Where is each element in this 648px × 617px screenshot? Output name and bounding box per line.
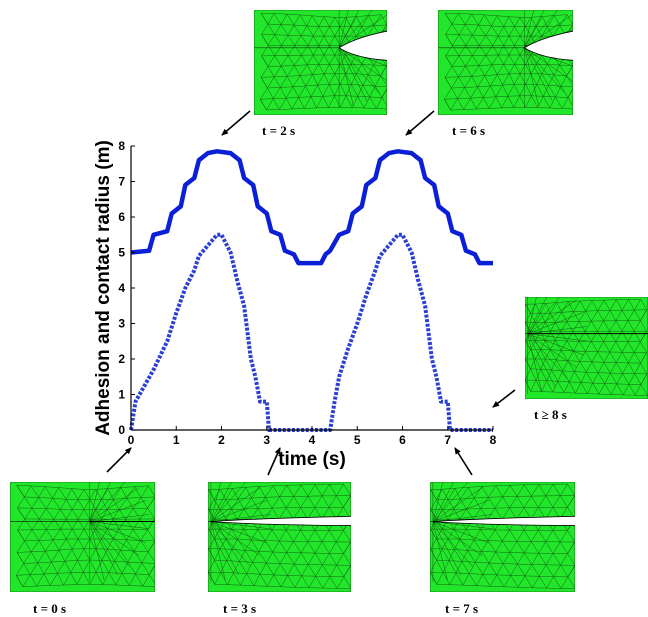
snapshot-label: t = 0 s — [33, 601, 66, 616]
mesh-snapshot-t8: t ≥ 8 s — [525, 297, 648, 422]
mesh-lines — [430, 482, 575, 589]
snapshot-label: t = 6 s — [452, 123, 485, 138]
y-tick-label: 7 — [118, 175, 125, 189]
snapshot-label: t = 3 s — [223, 601, 256, 616]
x-tick-labels: 0 1 2 3 4 5 6 7 8 — [128, 426, 497, 447]
mesh-snapshot-t6: t = 6 s — [438, 10, 573, 138]
mesh-lines — [208, 482, 351, 589]
x-tick-label: 8 — [490, 433, 497, 447]
y-tick-label: 0 — [118, 423, 125, 437]
arrow-t8 — [492, 389, 516, 408]
crack-opening — [523, 30, 573, 61]
arrow-t7 — [454, 447, 473, 476]
x-tick-label: 4 — [309, 433, 316, 447]
mesh-lines — [444, 10, 573, 111]
mesh-snapshots: t = 0 s t = 2 s t = 3 s t = 6 s t = 7 s t ≥ 8… — [10, 10, 648, 616]
y-tick-label: 8 — [118, 139, 125, 153]
crack-opening — [338, 30, 387, 61]
y-tick-labels: 0 1 2 3 4 5 6 7 8 — [118, 139, 135, 437]
y-tick-label: 3 — [118, 317, 125, 331]
mesh-snapshot-t7: t = 7 s — [430, 482, 575, 616]
snapshot-label: t ≥ 8 s — [534, 407, 567, 422]
plot-area: 0 1 2 3 4 5 6 7 8 0 1 2 3 4 5 6 7 8 time (s) Adhesion an… — [93, 139, 497, 470]
x-tick-label: 1 — [173, 433, 180, 447]
mesh-lines — [260, 10, 387, 111]
y-tick-label: 2 — [118, 352, 125, 366]
mesh-body — [438, 10, 573, 115]
series-line-solid — [130, 149, 493, 266]
x-tick-label: 5 — [354, 433, 361, 447]
x-tick-label: 2 — [218, 433, 225, 447]
mesh-body — [254, 10, 387, 115]
mesh-snapshot-t3: t = 3 s — [208, 482, 351, 616]
mesh-snapshot-t2: t = 2 s — [254, 10, 387, 138]
x-axis-label: time (s) — [278, 449, 346, 470]
x-tick-label: 6 — [399, 433, 406, 447]
mesh-body — [430, 482, 575, 592]
y-tick-label: 6 — [118, 210, 125, 224]
mesh-lines — [525, 297, 648, 396]
arrow-t6 — [405, 110, 435, 136]
x-tick-label: 3 — [263, 433, 270, 447]
y-tick-label: 4 — [118, 281, 125, 295]
y-tick-label: 1 — [118, 388, 125, 402]
arrow-t3 — [267, 447, 281, 476]
y-axis-label: Adhesion and contact radius (m) — [93, 140, 114, 436]
mesh-snapshot-t0: t = 0 s — [10, 482, 155, 616]
y-tick-label: 5 — [118, 246, 125, 260]
mesh-lines — [16, 482, 155, 587]
crack-opening — [432, 515, 575, 526]
plot-background — [131, 146, 493, 430]
arrow-t0 — [106, 447, 132, 473]
mesh-body — [10, 482, 155, 592]
arrow-t2 — [221, 110, 251, 136]
x-tick-label: 0 — [128, 433, 135, 447]
mesh-body — [208, 482, 351, 592]
snapshot-label: t = 2 s — [262, 123, 295, 138]
crack-opening — [210, 515, 351, 526]
pointer-arrows — [106, 110, 516, 476]
snapshot-label: t = 7 s — [445, 601, 478, 616]
x-tick-label: 7 — [444, 433, 451, 447]
